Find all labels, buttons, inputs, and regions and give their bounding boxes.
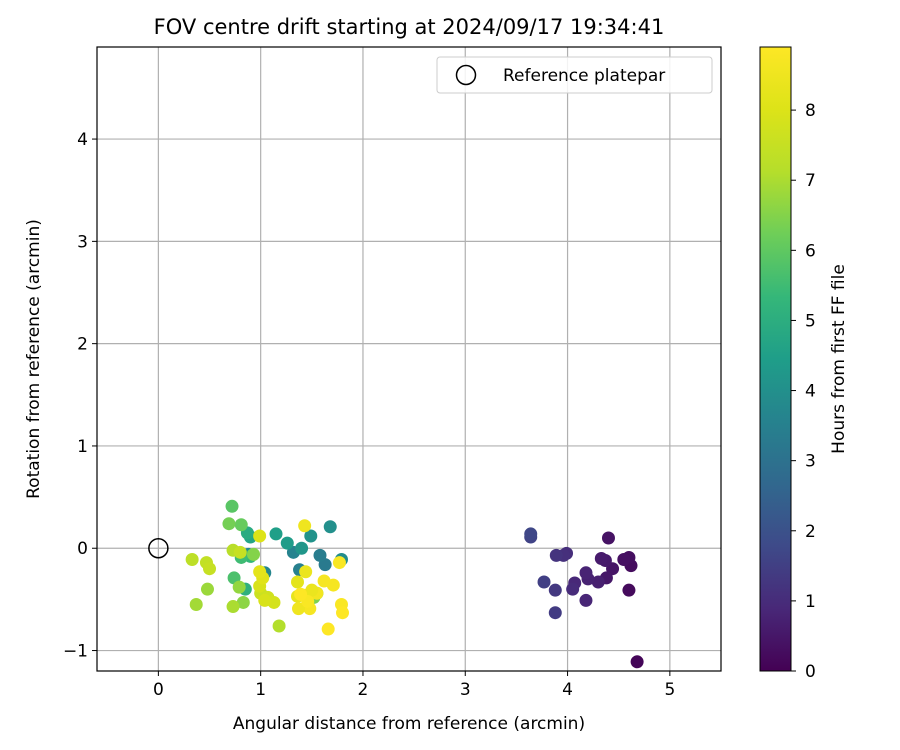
scatter-point	[537, 575, 551, 589]
y-tick-label: 2	[77, 335, 88, 355]
colorbar-tick-label: 4	[805, 382, 816, 402]
colorbar-tick-label: 3	[805, 452, 816, 472]
scatter-point	[290, 575, 304, 589]
scatter-point	[548, 606, 562, 620]
scatter-point	[234, 518, 248, 532]
scatter-point	[185, 552, 199, 566]
scatter-point	[566, 582, 580, 596]
x-tick-label: 3	[460, 680, 471, 700]
scatter-point	[253, 565, 267, 579]
scatter-point	[225, 499, 239, 513]
colorbar-tick-label: 0	[805, 662, 816, 682]
colorbar-tick-label: 8	[805, 101, 816, 121]
colorbar-tick-label: 2	[805, 522, 816, 542]
scatter-point	[298, 519, 312, 533]
colorbar: 0 1 2 3 4 5 6 7 8 Hours from first FF file	[759, 46, 849, 682]
scatter-point	[579, 593, 593, 607]
scatter-point	[313, 548, 327, 562]
y-tick-label: 4	[77, 130, 88, 150]
scatter-point	[617, 552, 631, 566]
scatter-point	[321, 622, 335, 636]
x-tick-label: 5	[664, 680, 675, 700]
legend-label: Reference platepar	[503, 66, 665, 86]
scatter-point	[294, 587, 308, 601]
scatter-point	[272, 619, 286, 633]
scatter-point	[601, 531, 615, 545]
x-axis-ticks: 0 1 2 3 4 5	[153, 671, 675, 700]
scatter-point	[594, 551, 608, 565]
colorbar-ticks: 0 1 2 3 4 5 6 7 8	[791, 101, 816, 682]
grid	[97, 47, 721, 671]
x-tick-label: 4	[562, 680, 573, 700]
x-axis-label: Angular distance from reference (arcmin)	[233, 714, 585, 734]
scatter-point	[336, 606, 350, 620]
scatter-point	[200, 582, 214, 596]
scatter-point	[548, 583, 562, 597]
scatter-point	[304, 529, 318, 543]
x-tick-label: 1	[255, 680, 266, 700]
scatter-point	[326, 578, 340, 592]
colorbar-tick-label: 6	[805, 241, 816, 261]
scatter-point	[524, 527, 538, 541]
scatter-point	[332, 556, 346, 570]
scatter-point	[280, 536, 294, 550]
legend-box	[436, 56, 713, 94]
scatter-points	[185, 499, 644, 669]
scatter-point	[253, 529, 267, 543]
scatter-point	[295, 541, 309, 555]
plot-frame	[96, 46, 722, 672]
colorbar-label: Hours from first FF file	[829, 264, 849, 454]
reference-platepar-marker	[148, 537, 169, 559]
x-tick-label: 2	[358, 680, 369, 700]
scatter-point	[258, 593, 272, 607]
x-tick-label: 0	[153, 680, 164, 700]
chart-title: FOV centre drift starting at 2024/09/17 …	[154, 15, 665, 39]
scatter-point	[630, 655, 644, 669]
scatter-point	[269, 527, 283, 541]
y-tick-label: −1	[63, 642, 88, 662]
scatter-point	[232, 580, 246, 594]
scatter-point	[189, 598, 203, 612]
colorbar-gradient	[759, 46, 792, 672]
scatter-point	[236, 595, 250, 609]
y-axis-label: Rotation from reference (arcmin)	[24, 219, 44, 499]
scatter-point	[591, 575, 605, 589]
scatter-point	[203, 562, 217, 576]
scatter-point	[622, 583, 636, 597]
scatter-point	[292, 602, 306, 616]
colorbar-tick-label: 5	[805, 311, 816, 331]
scatter-point	[226, 600, 240, 614]
y-axis-ticks: −1 0 1 2 3 4	[63, 130, 97, 662]
y-tick-label: 3	[77, 232, 88, 252]
scatter-point	[305, 583, 319, 597]
scatter-point	[549, 548, 563, 562]
colorbar-tick-label: 7	[805, 171, 816, 191]
legend: Reference platepar	[436, 56, 713, 94]
scatter-point	[222, 517, 236, 531]
scatter-point	[247, 547, 261, 561]
y-tick-label: 0	[77, 539, 88, 559]
scatter-point	[579, 566, 593, 580]
y-tick-label: 1	[77, 437, 88, 457]
scatter-point	[323, 520, 337, 534]
colorbar-tick-label: 1	[805, 592, 816, 612]
scatter-point	[299, 565, 313, 579]
scatter-point	[233, 545, 247, 559]
legend-marker-icon	[455, 64, 477, 86]
